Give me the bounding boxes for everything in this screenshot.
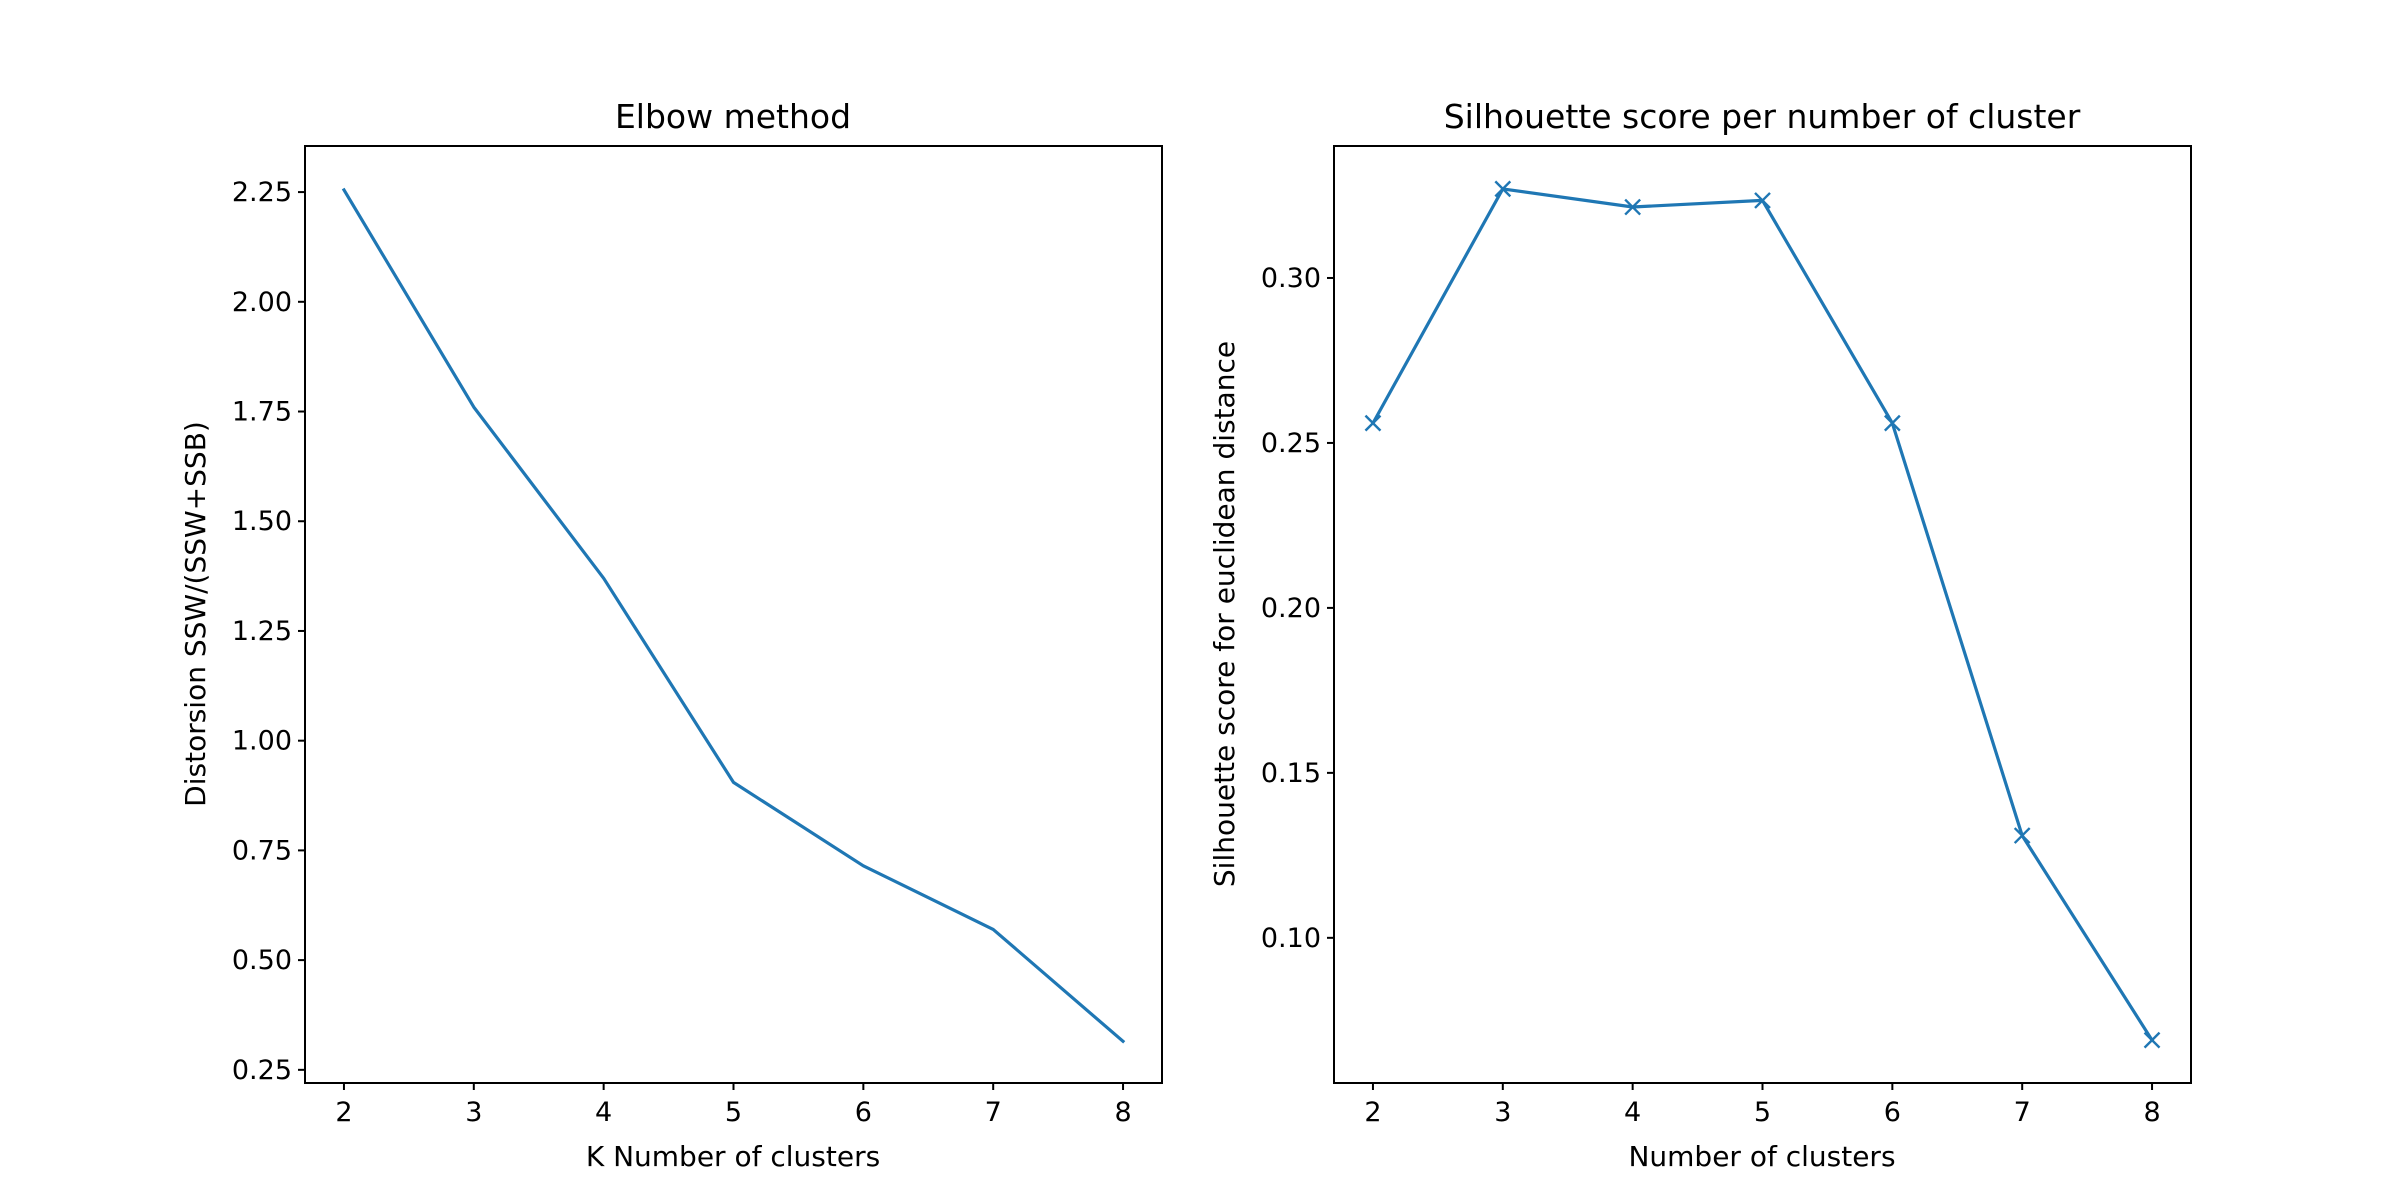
silhouette-x-tick-label: 7 xyxy=(2014,1097,2031,1128)
elbow-x-tick-label: 2 xyxy=(335,1097,352,1128)
elbow-y-tick-label: 2.25 xyxy=(232,177,292,208)
elbow-x-axis-label: K Number of clusters xyxy=(586,1140,880,1173)
silhouette-data-point xyxy=(1754,192,1771,209)
elbow-axes-frame xyxy=(304,145,1163,1084)
elbow-x-tick-label: 6 xyxy=(855,1097,872,1128)
elbow-y-ticks: 0.25 0.50 0.75 1.00 1.25 1.50 1.75 2.00 2.25 xyxy=(232,177,305,1086)
silhouette-data-point xyxy=(2013,827,2031,844)
silhouette-chart-title: Silhouette score per number of cluster xyxy=(1444,97,2081,136)
silhouette-y-tick-label: 0.10 xyxy=(1261,923,1321,954)
elbow-x-tick-label: 7 xyxy=(985,1097,1002,1128)
silhouette-data-point xyxy=(1624,198,1642,216)
silhouette-y-ticks: 0.10 0.15 0.20 0.25 0.30 xyxy=(1261,263,1334,954)
silhouette-chart: Silhouette score per number of cluster 0… xyxy=(1208,97,2192,1173)
silhouette-data-point xyxy=(2143,1031,2161,1049)
elbow-y-tick-label: 0.50 xyxy=(232,945,292,976)
silhouette-axes-frame xyxy=(1333,145,2192,1084)
silhouette-data-point xyxy=(1364,414,1382,432)
elbow-y-tick-label: 2.00 xyxy=(232,287,292,318)
silhouette-x-tick-label: 6 xyxy=(1884,1097,1901,1128)
elbow-x-tick-label: 3 xyxy=(465,1097,482,1128)
silhouette-x-axis-label: Number of clusters xyxy=(1628,1140,1895,1173)
silhouette-y-tick-label: 0.25 xyxy=(1261,428,1321,459)
silhouette-data-point xyxy=(1883,414,1901,432)
elbow-y-tick-label: 1.25 xyxy=(232,616,292,647)
silhouette-x-tick-label: 5 xyxy=(1754,1097,1771,1128)
silhouette-x-ticks: 2 3 4 5 6 7 8 xyxy=(1364,1083,2161,1128)
elbow-x-ticks: 2 3 4 5 6 7 8 xyxy=(335,1083,1132,1128)
silhouette-x-tick-label: 4 xyxy=(1624,1097,1641,1128)
silhouette-x-tick-label: 3 xyxy=(1494,1097,1511,1128)
elbow-chart-title: Elbow method xyxy=(615,97,851,136)
silhouette-data-point xyxy=(1494,180,1512,198)
silhouette-plot-area xyxy=(1364,180,2161,1049)
elbow-y-tick-label: 1.00 xyxy=(232,726,292,757)
elbow-x-tick-label: 5 xyxy=(725,1097,742,1128)
elbow-series-line xyxy=(341,187,1126,1044)
elbow-y-tick-label: 1.75 xyxy=(232,397,292,428)
elbow-y-tick-label: 0.25 xyxy=(232,1055,292,1086)
elbow-x-tick-label: 8 xyxy=(1114,1097,1131,1128)
silhouette-x-tick-label: 2 xyxy=(1364,1097,1381,1128)
silhouette-y-tick-label: 0.30 xyxy=(1261,263,1321,294)
elbow-x-tick-label: 4 xyxy=(595,1097,612,1128)
elbow-plot-area xyxy=(341,187,1126,1044)
elbow-y-tick-label: 0.75 xyxy=(232,835,292,866)
silhouette-y-tick-label: 0.15 xyxy=(1261,758,1321,789)
silhouette-x-tick-label: 8 xyxy=(2143,1097,2160,1128)
elbow-chart: Elbow method 0.25 0.50 0.75 1.00 1.25 1.50 1.7… xyxy=(179,97,1163,1173)
elbow-y-tick-label: 1.50 xyxy=(232,506,292,537)
elbow-y-axis-label: Distorsion SSW/(SSW+SSB) xyxy=(179,421,212,807)
silhouette-series-line xyxy=(1370,187,2155,1043)
silhouette-y-tick-label: 0.20 xyxy=(1261,593,1321,624)
silhouette-y-axis-label: Silhouette score for euclidean distance xyxy=(1208,341,1241,887)
